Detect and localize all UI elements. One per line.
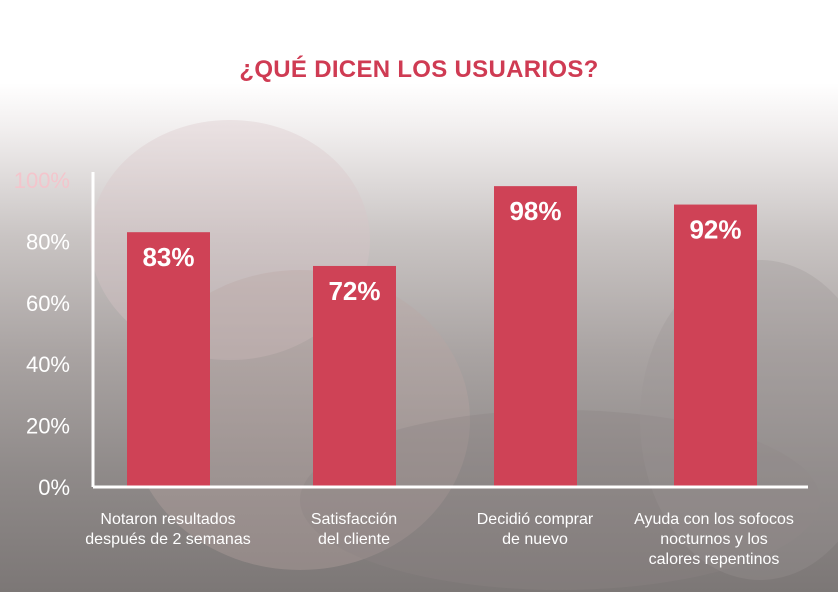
category-label-line: Ayuda con los sofocos	[634, 511, 794, 528]
category-label-line: calores repentinos	[649, 551, 780, 568]
chart-title: ¿QUÉ DICEN LOS USUARIOS?	[239, 56, 599, 83]
category-label-4: Ayuda con los sofocos nocturnos y los calo…	[634, 511, 794, 568]
data-label-3: 98%	[509, 196, 561, 226]
category-label-line: de nuevo	[502, 531, 568, 548]
y-tick-label: 40%	[26, 352, 70, 377]
bar-1	[127, 232, 210, 487]
data-label-1: 83%	[142, 242, 194, 272]
category-label-2: Satisfacción del cliente	[311, 511, 397, 548]
bar-3	[494, 186, 577, 487]
y-tick-label: 100%	[14, 168, 70, 193]
category-label-3: Decidió comprar de nuevo	[477, 511, 594, 548]
y-tick-label: 20%	[26, 414, 70, 439]
bar-4	[674, 204, 757, 487]
category-label-line: Notaron resultados	[100, 511, 235, 528]
y-tick-label: 60%	[26, 291, 70, 316]
bar-2	[313, 265, 396, 487]
y-tick-label: 0%	[38, 475, 70, 500]
data-label-4: 92%	[689, 215, 741, 245]
category-label-line: Satisfacción	[311, 511, 397, 528]
category-label-line: nocturnos y los	[660, 531, 768, 548]
category-label-1: Notaron resultados después de 2 semanas	[85, 511, 250, 548]
category-label-line: Decidió comprar	[477, 511, 594, 528]
category-label-line: del cliente	[318, 531, 390, 548]
y-tick-label: 80%	[26, 229, 70, 254]
category-label-line: después de 2 semanas	[85, 531, 250, 548]
data-label-2: 72%	[328, 276, 380, 306]
